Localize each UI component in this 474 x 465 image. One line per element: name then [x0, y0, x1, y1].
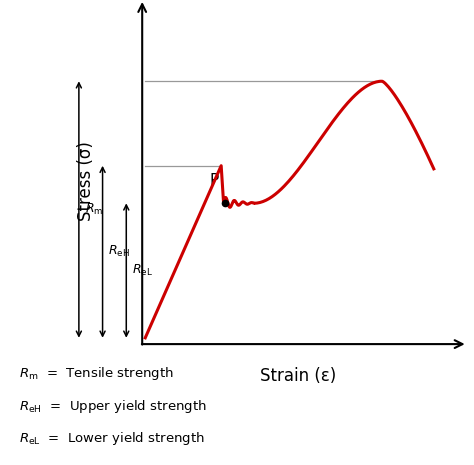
Text: $R_\mathrm{m}$  =  Tensile strength: $R_\mathrm{m}$ = Tensile strength — [19, 365, 174, 382]
Text: $R_\mathrm{eL}$: $R_\mathrm{eL}$ — [132, 263, 153, 278]
Text: $R_\mathrm{eL}$  =  Lower yield strength: $R_\mathrm{eL}$ = Lower yield strength — [19, 430, 204, 447]
Text: $R_\mathrm{m}$: $R_\mathrm{m}$ — [84, 202, 103, 217]
Text: Stress (σ): Stress (σ) — [77, 141, 95, 221]
Text: Strain (ε): Strain (ε) — [261, 367, 337, 385]
Text: $R_\mathrm{eH}$  =  Upper yield strength: $R_\mathrm{eH}$ = Upper yield strength — [19, 398, 207, 415]
Text: P: P — [210, 173, 219, 187]
Text: $R_\mathrm{eH}$: $R_\mathrm{eH}$ — [108, 244, 130, 259]
